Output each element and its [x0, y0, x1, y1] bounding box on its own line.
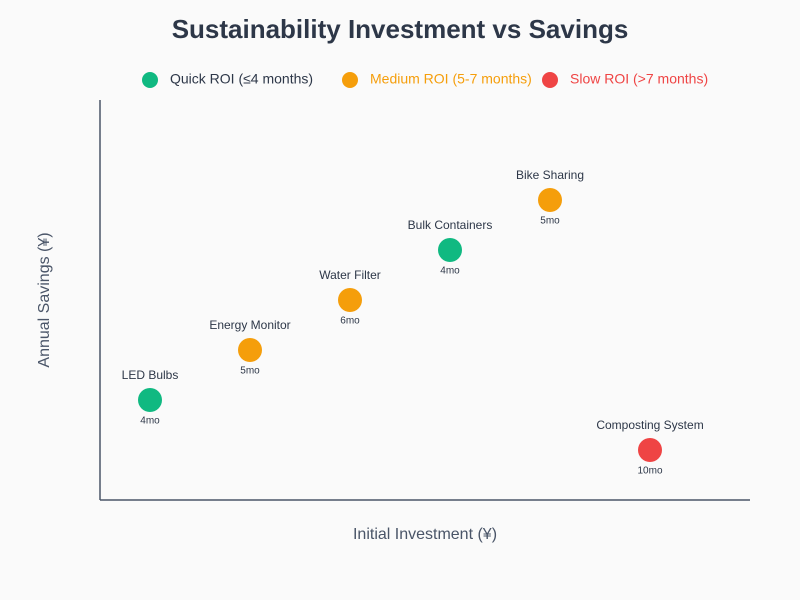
payback-label: 10mo [637, 466, 662, 477]
legend-label: Medium ROI (5-7 months) [370, 71, 532, 87]
point [238, 338, 262, 362]
payback-label: 4mo [140, 416, 160, 427]
x-axis-label: Initial Investment (¥) [353, 526, 497, 543]
point-label: Bulk Containers [408, 218, 493, 232]
point-label: Composting System [596, 418, 703, 432]
point [138, 388, 162, 412]
point [338, 288, 362, 312]
legend-label: Slow ROI (>7 months) [570, 71, 708, 87]
payback-label: 5mo [240, 366, 260, 377]
point-label: Bike Sharing [516, 168, 584, 182]
legend-label: Quick ROI (≤4 months) [170, 71, 313, 87]
payback-label: 4mo [440, 266, 460, 277]
point [438, 238, 462, 262]
legend-swatch [542, 72, 558, 88]
payback-label: 6mo [340, 316, 360, 327]
legend-swatch [142, 72, 158, 88]
point-label: Water Filter [319, 268, 381, 282]
point [538, 188, 562, 212]
chart-title: Sustainability Investment vs Savings [172, 14, 629, 44]
payback-label: 5mo [540, 216, 560, 227]
point [638, 438, 662, 462]
point-label: Energy Monitor [209, 318, 290, 332]
y-axis-label: Annual Savings (¥) [36, 232, 53, 367]
legend-swatch [342, 72, 358, 88]
point-label: LED Bulbs [122, 368, 179, 382]
